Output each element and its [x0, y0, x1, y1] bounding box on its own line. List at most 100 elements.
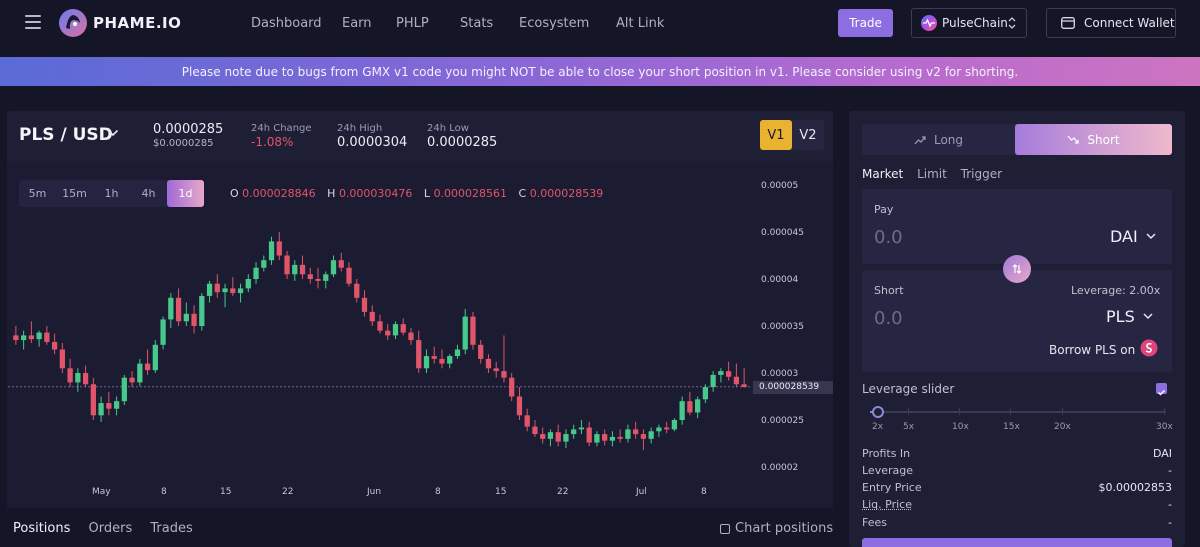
tab-orders[interactable]: Orders	[88, 521, 133, 536]
candle-body	[222, 288, 228, 293]
candle	[299, 255, 306, 279]
candle	[51, 333, 58, 355]
candle	[586, 421, 592, 447]
nav-alt-link[interactable]: Alt Link	[616, 16, 665, 31]
candle-body	[470, 316, 476, 345]
leverage-slider-track[interactable]	[870, 411, 1166, 413]
order-type-market[interactable]: Market	[862, 167, 904, 181]
version-v2-button[interactable]: V2	[792, 120, 824, 150]
liq-price-tooltip-label[interactable]: Liq. Price	[862, 498, 912, 511]
pay-amount-input[interactable]: 0.0	[874, 227, 903, 248]
candle-body	[354, 283, 360, 298]
candle	[261, 255, 267, 272]
brand-name[interactable]: PHAME.IO	[93, 14, 182, 32]
nav-ecosystem[interactable]: Ecosystem	[519, 16, 590, 31]
candle-body	[524, 415, 530, 427]
chart-positions-label: Chart positions	[735, 521, 834, 536]
slider-tick	[908, 408, 909, 415]
long-label: Long	[933, 132, 964, 147]
info-value: DAI	[1152, 447, 1172, 460]
version-v1-button[interactable]: V1	[760, 120, 792, 150]
chevron-down-icon	[1143, 313, 1153, 320]
pair-selector[interactable]: PLS / USD	[19, 125, 113, 145]
candle	[346, 262, 352, 287]
hamburger-menu-icon[interactable]	[25, 15, 41, 29]
positions-tabs: Positions Orders Trades	[13, 521, 207, 536]
candle	[671, 418, 678, 432]
candle	[648, 427, 654, 444]
trend-down-icon	[1067, 135, 1079, 144]
candle-body	[509, 377, 515, 397]
tab-trades[interactable]: Trades	[150, 521, 193, 536]
candle-body	[431, 356, 437, 359]
candle-body	[571, 429, 577, 435]
leverage-tick-label: 20x	[1054, 422, 1071, 432]
short-amount-input[interactable]: 0.0	[874, 308, 903, 329]
tab-positions[interactable]: Positions	[13, 521, 71, 536]
submit-trade-button[interactable]	[862, 538, 1172, 547]
candle-body	[377, 321, 383, 331]
candle	[447, 354, 453, 369]
info-value: -	[1168, 464, 1172, 477]
candle	[633, 421, 639, 439]
trend-up-icon	[914, 135, 926, 144]
current-price: 0.0000285	[153, 122, 224, 137]
candle	[113, 396, 120, 416]
candle-body	[702, 387, 709, 400]
swap-direction-button[interactable]	[1003, 255, 1031, 283]
info-row-liq-price: Liq. Price -	[862, 498, 1172, 511]
candle	[400, 318, 406, 336]
candle	[454, 344, 461, 359]
chart-positions-checkbox[interactable]	[720, 523, 730, 534]
timeframe-1d[interactable]: 1d	[167, 180, 204, 207]
timeframe-15m[interactable]: 15m	[62, 187, 87, 200]
timeframe-4h[interactable]: 4h	[141, 187, 156, 200]
chevron-down-icon[interactable]	[107, 129, 119, 137]
change-label: 24h Change	[251, 123, 312, 134]
long-tab[interactable]: Long	[862, 124, 1015, 155]
candle	[330, 255, 337, 278]
nav-dashboard[interactable]: Dashboard	[251, 16, 322, 31]
candle	[439, 349, 445, 369]
pay-token-selector[interactable]: DAI	[1110, 227, 1156, 246]
timeframe-1h[interactable]: 1h	[104, 187, 119, 200]
chart-positions-toggle[interactable]: Chart positions	[720, 521, 833, 536]
leverage-slider-checkbox[interactable]	[1156, 383, 1167, 396]
candle	[191, 305, 197, 334]
network-selector[interactable]: PulseChain	[911, 8, 1027, 38]
candle	[237, 283, 244, 303]
info-value: $0.00002853	[1098, 481, 1172, 494]
trade-button[interactable]: Trade	[838, 9, 893, 37]
candle-body	[13, 335, 19, 341]
short-tab[interactable]: Short	[1015, 124, 1172, 155]
short-token-selector[interactable]: PLS	[1106, 307, 1153, 326]
candle	[106, 391, 112, 416]
leverage-slider-handle[interactable]	[872, 406, 884, 418]
phame-logo-icon[interactable]	[58, 8, 88, 38]
top-navbar: PHAME.IO Dashboard Earn PHLP Stats Ecosy…	[0, 0, 1200, 56]
candle-body	[718, 371, 724, 375]
candle-body	[253, 267, 259, 279]
candle	[725, 361, 732, 381]
connect-wallet-button[interactable]: Connect Wallet	[1046, 8, 1176, 38]
candle	[741, 368, 747, 388]
nav-earn[interactable]: Earn	[342, 16, 372, 31]
candle	[168, 293, 174, 328]
timeframe-5m[interactable]: 5m	[28, 187, 47, 200]
nav-stats[interactable]: Stats	[460, 16, 494, 31]
x-tick-label: Jul	[636, 487, 647, 497]
price-chart-area[interactable]	[7, 168, 833, 508]
order-type-trigger[interactable]: Trigger	[960, 167, 1003, 181]
candle-body	[687, 401, 693, 413]
candle	[28, 321, 35, 343]
nav-phlp[interactable]: PHLP	[396, 16, 429, 31]
candle	[656, 424, 662, 437]
candle	[129, 371, 135, 388]
candle	[609, 431, 616, 447]
protocol-logo-icon	[1140, 339, 1158, 357]
candle	[137, 358, 143, 387]
candle-body	[268, 241, 275, 261]
order-type-limit[interactable]: Limit	[917, 167, 947, 181]
info-label: Profits In	[862, 447, 911, 460]
